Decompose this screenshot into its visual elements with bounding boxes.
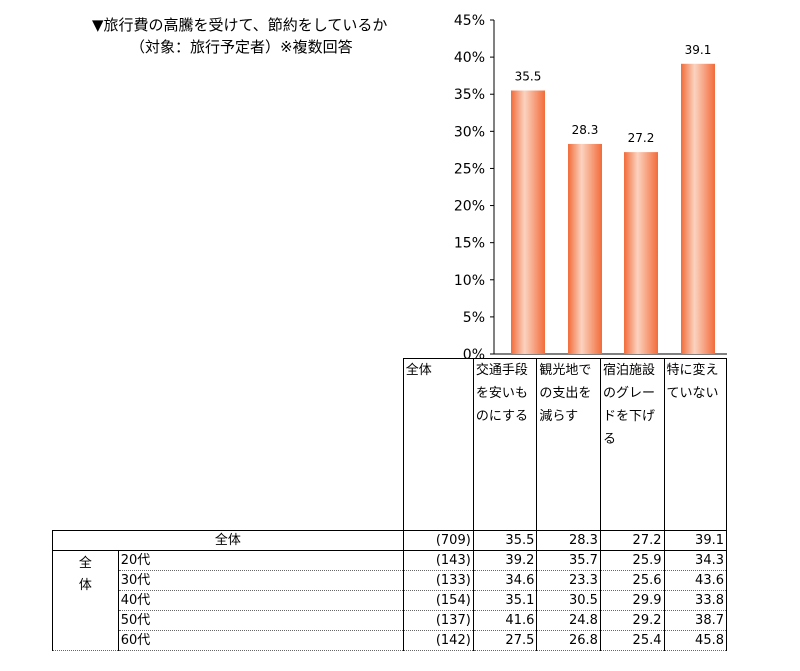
y-tick-label: 20% [454,199,485,215]
data-label-4: 39.1 [685,43,712,57]
row-value: 25.6 [600,570,665,591]
row-n: (142) [403,630,474,651]
row-value: 43.6 [664,570,727,591]
data-label-2: 28.3 [572,123,599,137]
row-value: 35.1 [473,590,538,611]
row-n: (133) [403,570,474,591]
y-tick-label: 40% [454,50,485,66]
row-label: 60代 [118,630,404,651]
row-value: 25.9 [600,550,665,571]
total-v3: 27.2 [600,530,665,551]
row-value: 29.9 [600,590,665,611]
table-row: 全体 20代 (143) 39.2 35.7 25.9 34.3 [52,550,727,651]
total-v1: 35.5 [473,530,538,551]
group-label: 全体 [52,550,119,651]
table-row: 40代 (154) 35.1 30.5 29.9 33.8 [53,590,727,611]
header-cat-4: 特に変えていない [663,358,727,531]
chart-title: ▼旅行費の高騰を受けて、節約をしているか （対象：旅行予定者）※複数回答 [92,14,387,58]
chart-title-line1: ▼旅行費の高騰を受けて、節約をしているか [92,16,388,34]
bar-4 [681,63,715,355]
header-cat-2: 観光地での支出を減らす [536,358,601,531]
bar-1 [511,90,545,354]
table-header-row: 全体 交通手段を安いものにする 観光地での支出を減らす 宿泊施設のグレードを下げ… [53,358,727,531]
header-cat-3: 宿泊施設のグレードを下げる [599,358,665,531]
row-value: 38.7 [664,610,727,631]
row-value: 41.6 [473,610,538,631]
total-v4: 39.1 [664,530,727,551]
row-value: 30.5 [536,590,601,611]
header-cat-1: 交通手段を安いものにする [472,358,538,531]
header-total: 全体 [402,358,474,531]
table-row-total: 全体 (709) 35.5 28.3 27.2 39.1 [52,530,727,551]
table-row: 50代 (137) 41.6 24.8 29.2 38.7 [53,610,727,631]
row-n: (143) [403,550,474,571]
row-value: 45.8 [664,630,727,651]
row-value: 29.2 [600,610,665,631]
row-value: 25.4 [600,630,665,651]
row-n: (137) [403,610,474,631]
row-value: 26.8 [536,630,601,651]
row-label: 30代 [118,570,404,591]
group-label-1: 全 [78,556,92,571]
row-value: 24.8 [536,610,601,631]
row-value: 34.3 [664,550,727,571]
table-row: 30代 (133) 34.6 23.3 25.6 43.6 [53,570,727,591]
row-value: 34.6 [473,570,538,591]
row-n: (154) [403,590,474,611]
bar-3 [624,152,658,354]
row-value: 35.7 [536,550,601,571]
data-table: 全体 交通手段を安いものにする 観光地での支出を減らす 宿泊施設のグレードを下げ… [52,358,727,651]
row-label: 20代 [118,550,404,571]
row-label: 50代 [118,610,404,631]
bar-2 [568,143,602,354]
group-label-2: 体 [78,578,92,593]
total-n: (709) [403,530,474,551]
y-tick-label: 5% [463,310,485,326]
y-tick-label: 30% [454,124,485,140]
y-tick-label: 0% [463,347,485,360]
y-tick-label: 35% [454,87,485,103]
row-value: 27.5 [473,630,538,651]
y-tick-label: 45% [454,13,485,29]
y-tick-label: 15% [454,236,485,252]
chart-title-line2: （対象：旅行予定者）※複数回答 [130,38,353,56]
total-label: 全体 [52,530,404,551]
y-tick-label: 25% [454,161,485,177]
row-label: 40代 [118,590,404,611]
data-label-3: 27.2 [628,131,655,145]
row-value: 39.2 [473,550,538,571]
total-v2: 28.3 [536,530,601,551]
data-label-1: 35.5 [515,70,542,84]
row-value: 23.3 [536,570,601,591]
bar-chart: 0% 5% 10% 15% 20% 25% 30% 35% 40% 45% 35.5 28.3 27.… [454,13,727,360]
y-tick-label: 10% [454,273,485,289]
table-row: 60代 (142) 27.5 26.8 25.4 45.8 [53,630,727,651]
row-value: 33.8 [664,590,727,611]
